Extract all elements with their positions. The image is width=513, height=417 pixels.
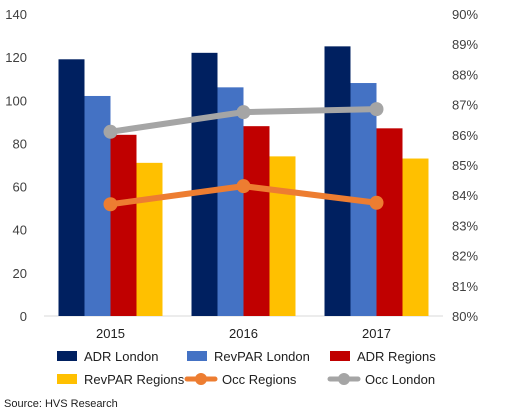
- right-axis-tick-label: 88%: [452, 67, 478, 82]
- right-axis-tick-label: 85%: [452, 158, 478, 173]
- line-point: [103, 124, 118, 139]
- right-axis-tick-label: 84%: [452, 188, 478, 203]
- bar: [136, 162, 163, 316]
- x-axis-tick-label: 2015: [96, 326, 125, 341]
- bar: [110, 134, 137, 316]
- left-axis: 0 20 40 60 80 100 120 140: [5, 7, 27, 324]
- bar: [269, 156, 296, 316]
- x-axis-tick-label: 2017: [362, 326, 391, 341]
- left-axis-tick-label: 60: [13, 180, 27, 195]
- left-axis-tick-label: 80: [13, 136, 27, 151]
- right-axis-tick-label: 82%: [452, 249, 478, 264]
- x-axis-tick-label: 2016: [229, 326, 258, 341]
- legend-marker: [195, 373, 207, 385]
- legend-label: ADR London: [84, 349, 158, 364]
- line-point: [369, 102, 384, 117]
- right-axis-tick-label: 89%: [452, 37, 478, 52]
- legend-label: RevPAR Regions: [84, 372, 185, 387]
- right-axis: 80% 81% 82% 83% 84% 85% 86% 87% 88% 89% 90%: [452, 7, 478, 324]
- line-point: [236, 179, 251, 194]
- line-series-group: [103, 102, 384, 212]
- legend-marker: [338, 373, 350, 385]
- right-axis-tick-label: 86%: [452, 128, 478, 143]
- right-axis-tick-label: 80%: [452, 309, 478, 324]
- line-point: [236, 105, 251, 120]
- bar: [324, 46, 351, 316]
- legend-swatch: [57, 374, 77, 384]
- left-axis-tick-label: 40: [13, 223, 27, 238]
- left-axis-tick-label: 100: [5, 93, 27, 108]
- x-axis: 2015 2016 2017: [96, 326, 391, 341]
- line-point: [103, 197, 118, 212]
- right-axis-tick-label: 83%: [452, 218, 478, 233]
- bar: [376, 128, 403, 316]
- legend-swatch: [57, 351, 77, 361]
- legend-label: ADR Regions: [357, 349, 436, 364]
- line-point: [369, 195, 384, 210]
- right-axis-tick-label: 81%: [452, 279, 478, 294]
- left-axis-tick-label: 20: [13, 266, 27, 281]
- bar: [243, 126, 270, 317]
- legend-label: Occ Regions: [222, 372, 297, 387]
- left-axis-tick-label: 120: [5, 50, 27, 65]
- bar: [58, 59, 85, 317]
- source-note: Source: HVS Research: [4, 398, 118, 410]
- right-axis-tick-label: 90%: [452, 7, 478, 22]
- legend-label: Occ London: [365, 372, 435, 387]
- right-axis-tick-label: 87%: [452, 98, 478, 113]
- left-axis-tick-label: 140: [5, 7, 27, 22]
- legend-label: RevPAR London: [214, 349, 310, 364]
- legend-swatch: [330, 351, 350, 361]
- left-axis-tick-label: 0: [20, 309, 27, 324]
- legend: ADR London RevPAR London ADR Regions RevPAR…: [57, 349, 436, 387]
- bar: [191, 52, 218, 316]
- legend-swatch: [187, 351, 207, 361]
- bar: [217, 87, 244, 316]
- bar: [402, 158, 429, 316]
